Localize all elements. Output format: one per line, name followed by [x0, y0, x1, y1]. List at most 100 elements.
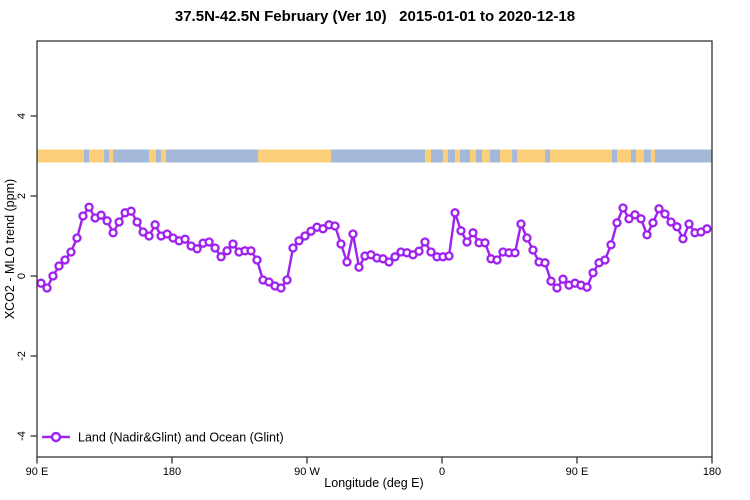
data-point	[678, 234, 688, 244]
band-segment-ocean	[644, 149, 651, 163]
data-point	[318, 224, 328, 234]
data-point	[582, 282, 592, 292]
band-segment-ocean	[476, 149, 483, 163]
data-point	[114, 217, 124, 227]
data-point	[108, 228, 118, 238]
x-tick-label: 0	[439, 466, 445, 478]
data-point	[264, 277, 274, 287]
x-axis-label: Longitude (deg E)	[324, 476, 423, 490]
band-segment-land	[550, 149, 612, 163]
legend-marker-icon	[50, 431, 62, 443]
data-point	[444, 251, 454, 261]
band-segment-land	[425, 149, 432, 163]
data-point	[546, 276, 556, 286]
chart-title: 37.5N-42.5N February (Ver 10) 2015-01-01…	[174, 8, 576, 25]
data-point	[684, 219, 694, 229]
data-point	[630, 210, 640, 220]
band-segment-land	[37, 149, 84, 163]
data-point	[126, 206, 136, 216]
band-segment-land	[109, 149, 114, 163]
data-point	[78, 211, 88, 221]
band-segment-ocean	[611, 149, 618, 163]
data-point	[414, 246, 424, 256]
band-segment-ocean	[631, 149, 636, 163]
data-point	[450, 208, 460, 218]
band-segment-land	[635, 149, 645, 163]
data-point	[228, 239, 238, 249]
data-point	[588, 268, 598, 278]
x-tick-label: 180	[703, 466, 721, 478]
data-point	[702, 224, 712, 234]
band-segment-land	[500, 149, 513, 163]
data-point	[384, 257, 394, 267]
x-tick-label: 90 W	[294, 466, 320, 478]
data-point	[672, 222, 682, 232]
data-point	[654, 204, 664, 214]
y-tick-label: -2	[16, 351, 28, 361]
band-segment-land	[257, 149, 331, 163]
data-point	[660, 209, 670, 219]
band-segment-ocean	[545, 149, 550, 163]
band-segment-ocean	[512, 149, 517, 163]
band-segment-land	[161, 149, 166, 163]
data-point	[606, 240, 616, 250]
data-point	[624, 214, 634, 224]
data-point	[456, 226, 466, 236]
data-point	[180, 234, 190, 244]
data-point	[204, 237, 214, 247]
data-point	[420, 237, 430, 247]
data-point	[96, 210, 106, 220]
data-point	[666, 217, 676, 227]
data-point	[210, 243, 220, 253]
band-segment-ocean	[113, 149, 150, 163]
data-point	[462, 237, 472, 247]
data-point	[222, 246, 232, 256]
y-axis-label: XCO2 - MLO trend (ppm)	[3, 179, 17, 319]
data-point	[246, 246, 256, 256]
data-point	[390, 252, 400, 262]
band-segment-land	[455, 149, 460, 163]
band-segment-land	[470, 149, 477, 163]
data-point	[138, 227, 148, 237]
data-point	[150, 220, 160, 230]
band-segment-ocean	[166, 149, 258, 163]
x-tick-label: 180	[163, 466, 181, 478]
data-point	[336, 239, 346, 249]
data-point	[348, 229, 358, 239]
data-point	[612, 218, 622, 228]
data-point	[330, 221, 340, 231]
x-tick-label: 90 E	[26, 466, 49, 478]
data-point	[492, 255, 502, 265]
data-point	[528, 245, 538, 255]
data-point	[522, 233, 532, 243]
data-point	[342, 257, 352, 267]
band-segment-ocean	[331, 149, 426, 163]
data-point	[354, 262, 364, 272]
data-point	[72, 233, 82, 243]
data-point	[516, 219, 526, 229]
plot-border	[36, 40, 713, 458]
data-point	[162, 229, 172, 239]
data-point	[294, 236, 304, 246]
band-segment-ocean	[655, 149, 712, 163]
data-point	[306, 226, 316, 236]
data-point	[510, 248, 520, 258]
band-segment-land	[517, 149, 546, 163]
band-segment-ocean	[490, 149, 501, 163]
data-point	[60, 255, 70, 265]
data-point	[600, 255, 610, 265]
data-point	[48, 271, 58, 281]
legend-label: Land (Nadir&Glint) and Ocean (Glint)	[78, 431, 284, 445]
x-tick-label: 90 E	[566, 466, 589, 478]
data-point	[84, 202, 94, 212]
data-point	[252, 255, 262, 265]
data-point	[636, 214, 646, 224]
data-point	[192, 244, 202, 254]
data-point	[216, 252, 226, 262]
data-point	[552, 283, 562, 293]
band-segment-land	[149, 149, 156, 163]
data-point	[144, 231, 154, 241]
band-segment-ocean	[155, 149, 162, 163]
